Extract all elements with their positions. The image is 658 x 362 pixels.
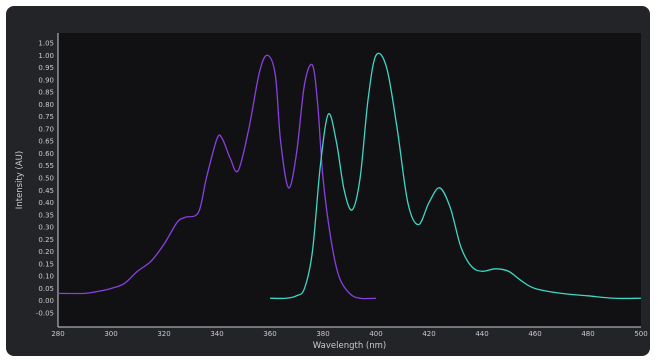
x-tick-label: 340 xyxy=(210,330,223,338)
x-tick-label: 460 xyxy=(528,330,541,338)
y-tick-label: 1.00 xyxy=(38,52,54,60)
y-tick-label: 0.55 xyxy=(38,162,54,170)
y-tick-label: 0.95 xyxy=(38,64,54,72)
series-group xyxy=(57,52,642,300)
y-tick-label: 0.80 xyxy=(38,101,54,109)
y-axis: 1.05 1.00 0.95 0.90 0.85 0.80 0.75 0.70 0.65 0.60… xyxy=(36,40,54,318)
series-line-1 xyxy=(57,54,377,300)
x-axis-title: Wavelength (nm) xyxy=(313,341,386,351)
y-tick-label: 0.85 xyxy=(38,89,54,97)
y-tick-label: 0.60 xyxy=(38,150,54,158)
y-tick-label: 0.25 xyxy=(38,236,54,244)
plot-area xyxy=(58,33,641,327)
x-tick-label: 440 xyxy=(475,330,488,338)
x-tick-label: 500 xyxy=(634,330,647,338)
x-tick-label: 320 xyxy=(157,330,170,338)
y-axis-title: Intensity (AU) xyxy=(15,151,25,209)
series-line-2 xyxy=(269,52,642,300)
y-tick-label: -0.05 xyxy=(36,310,54,318)
y-tick-label: 0.90 xyxy=(38,76,54,84)
x-tick-label: 300 xyxy=(104,330,117,338)
y-tick-label: 0.45 xyxy=(38,187,54,195)
y-tick-label: 0.15 xyxy=(38,260,54,268)
x-axis: 280 300 320 340 360 380 400 420 440 460 480 500 xyxy=(51,330,647,338)
y-tick-label: 0.40 xyxy=(38,199,54,207)
y-tick-label: 0.35 xyxy=(38,211,54,219)
y-tick-label: 0.30 xyxy=(38,224,54,232)
y-tick-label: 0.70 xyxy=(38,125,54,133)
x-tick-label: 380 xyxy=(316,330,329,338)
y-tick-label: 0.20 xyxy=(38,248,54,256)
y-tick-label: 0.65 xyxy=(38,138,54,146)
x-tick-label: 420 xyxy=(422,330,435,338)
y-tick-label: 1.05 xyxy=(38,40,54,48)
y-tick-label: 0.50 xyxy=(38,175,54,183)
x-tick-label: 360 xyxy=(263,330,276,338)
x-tick-label: 480 xyxy=(581,330,594,338)
y-tick-label: 0.75 xyxy=(38,113,54,121)
y-tick-label: 0.05 xyxy=(38,285,54,293)
y-tick-label: 0.00 xyxy=(38,297,54,305)
y-tick-label: 0.10 xyxy=(38,273,54,281)
x-tick-label: 280 xyxy=(51,330,64,338)
x-tick-label: 400 xyxy=(369,330,382,338)
